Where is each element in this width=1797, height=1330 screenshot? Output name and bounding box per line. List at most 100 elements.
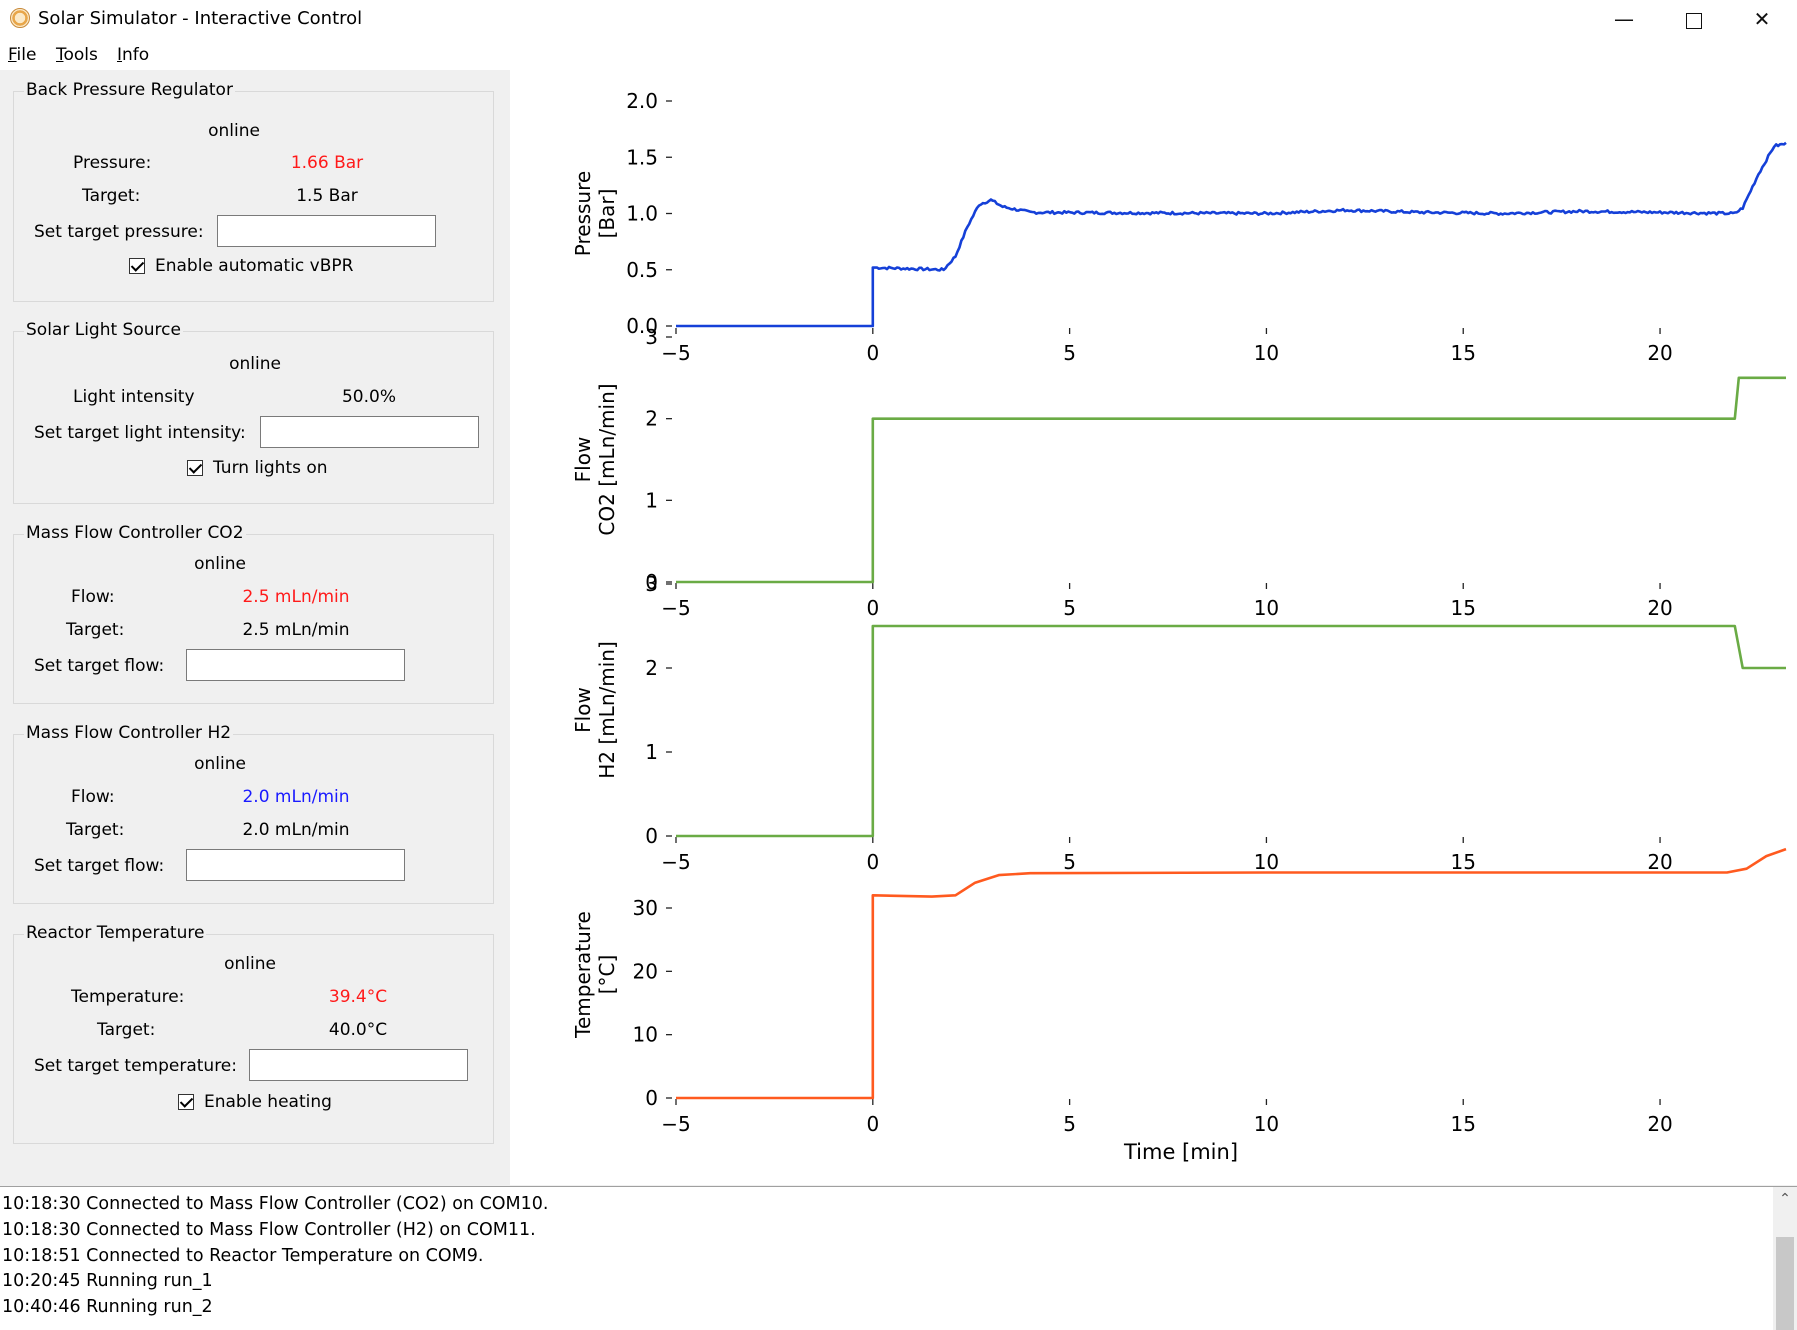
series-line	[676, 624, 1786, 838]
group-title: Mass Flow Controller H2	[24, 723, 234, 743]
x-tick-label: 15	[1451, 1112, 1476, 1136]
y-axis-label: Temperature[°C]	[571, 911, 619, 1039]
bpr-target-value: 1.5 Bar	[296, 186, 358, 206]
x-tick-label: −5	[661, 341, 690, 365]
co2-target-flow-input[interactable]	[186, 649, 405, 681]
y-axis-label-line: [Bar]	[595, 189, 619, 239]
chevron-up-icon[interactable]: ⌃	[1779, 1191, 1791, 1207]
co2-target-value: 2.5 mLn/min	[242, 620, 350, 640]
series-line	[676, 376, 1786, 584]
y-tick-label: 1.0	[626, 202, 658, 226]
group-mfc-co2: Mass Flow Controller CO2 online Flow: 2.…	[13, 523, 494, 704]
control-panel: Back Pressure Regulator online Pressure:…	[0, 70, 510, 1185]
series-line	[676, 847, 1787, 1100]
h2-target-label: Target:	[66, 820, 125, 840]
target-light-intensity-input[interactable]	[260, 416, 479, 448]
group-title: Mass Flow Controller CO2	[24, 523, 246, 543]
menu-info-key: I	[117, 45, 123, 65]
co2-status: online	[194, 554, 246, 574]
heating-checkbox[interactable]	[178, 1094, 194, 1110]
temp-target-label: Target:	[97, 1020, 156, 1040]
bpr-pressure-value: 1.66 Bar	[290, 153, 364, 173]
y-tick-label: 0	[645, 824, 658, 848]
h2-target-value: 2.0 mLn/min	[242, 820, 350, 840]
heating-checkbox-label: Enable heating	[204, 1092, 332, 1112]
plots-canvas: 0.00.51.01.52.0−5 0 5 10 15 20Pressure[Bar]01…	[571, 89, 1787, 1164]
menu-tools[interactable]: Tools	[56, 45, 98, 65]
x-tick-label: 10	[1254, 341, 1279, 365]
x-tick-label: 10	[1254, 596, 1279, 620]
log-line: 10:18:30 Connected to Mass Flow Controll…	[2, 1220, 536, 1240]
x-tick-label: −5	[661, 850, 690, 874]
group-title: Solar Light Source	[24, 320, 183, 340]
log-line: 10:20:45 Running run_1	[2, 1271, 213, 1291]
y-axis-label: FlowCO2 [mLn/min]	[571, 383, 619, 535]
y-axis-label-line: H2 [mLn/min]	[595, 641, 619, 778]
light-status: online	[229, 354, 281, 374]
menu-tools-key: T	[56, 45, 64, 65]
group-mfc-h2: Mass Flow Controller H2 online Flow: 2.0…	[13, 723, 494, 904]
x-tick-label: 10	[1254, 1112, 1279, 1136]
bpr-pressure-label: Pressure:	[73, 153, 152, 173]
bpr-target-label: Target:	[82, 186, 141, 206]
group-title: Back Pressure Regulator	[24, 80, 235, 100]
group-reactor-temperature: Reactor Temperature online Temperature: …	[13, 923, 494, 1144]
target-temperature-input[interactable]	[249, 1049, 468, 1081]
x-tick-label: 5	[1063, 341, 1076, 365]
minimize-icon: —	[1614, 7, 1634, 31]
temp-set-target-label: Set target temperature:	[34, 1056, 237, 1076]
co2-flow-value: 2.5 mLn/min	[242, 587, 350, 607]
y-tick-label: 0	[645, 570, 658, 594]
x-tick-label: 20	[1647, 1112, 1672, 1136]
menu-file[interactable]: File	[8, 45, 36, 65]
y-tick-label: 2.0	[626, 89, 658, 113]
co2-target-label: Target:	[66, 620, 125, 640]
temp-value: 39.4°C	[328, 987, 388, 1007]
group-title: Reactor Temperature	[24, 923, 207, 943]
menu-tools-rest: ools	[63, 45, 98, 65]
log-panel[interactable]: 10:18:30 Connected to Mass Flow Controll…	[0, 1186, 1797, 1330]
y-axis-label-line: Flow	[571, 687, 595, 733]
x-tick-label: 0	[866, 596, 879, 620]
x-tick-label: 20	[1647, 850, 1672, 874]
lights-on-checkbox[interactable]	[187, 460, 203, 476]
y-tick-label: 0.5	[626, 258, 658, 282]
minimize-button[interactable]: —	[1589, 0, 1659, 38]
h2-target-flow-input[interactable]	[186, 849, 405, 881]
x-tick-label: 0	[866, 1112, 879, 1136]
y-tick-label: 30	[633, 896, 658, 920]
menu-bar: File Tools Info	[0, 38, 1797, 70]
plot-area: 0.0 0.5 1.0 1.5 2.0 −5 0 5 10 15 20 Pressure[Bar] 0 1…	[510, 70, 1797, 1185]
h2-status: online	[194, 754, 246, 774]
log-scrollbar[interactable]: ⌃	[1773, 1187, 1797, 1330]
menu-info-rest: nfo	[122, 45, 150, 65]
log-line: 10:18:30 Connected to Mass Flow Controll…	[2, 1194, 549, 1214]
target-pressure-input[interactable]	[217, 215, 436, 247]
maximize-button[interactable]	[1659, 0, 1729, 38]
co2-flow-label: Flow:	[71, 587, 115, 607]
y-axis-label-line: Temperature	[571, 911, 595, 1039]
y-axis-label-line: CO2 [mLn/min]	[595, 383, 619, 535]
log-line: 10:18:51 Connected to Reactor Temperatur…	[2, 1246, 484, 1266]
y-axis-label: Pressure[Bar]	[571, 171, 619, 256]
series-line	[676, 141, 1787, 328]
light-set-target-label: Set target light intensity:	[34, 423, 246, 443]
menu-info[interactable]: Info	[117, 45, 149, 65]
h2-flow-value: 2.0 mLn/min	[242, 787, 350, 807]
h2-set-target-label: Set target flow:	[34, 856, 165, 876]
x-tick-label: −5	[661, 1112, 690, 1136]
y-tick-label: 1.5	[626, 145, 658, 169]
x-tick-label: 0	[866, 341, 879, 365]
bpr-status: online	[208, 121, 260, 141]
y-axis-label-line: Pressure	[571, 171, 595, 256]
y-tick-label: 0	[645, 1086, 658, 1110]
title-bar: Solar Simulator - Interactive Control — …	[0, 0, 1797, 38]
menu-file-rest: ile	[16, 45, 37, 65]
scrollbar-thumb[interactable]	[1776, 1237, 1794, 1330]
lights-on-checkbox-label: Turn lights on	[213, 458, 328, 478]
h2-flow-label: Flow:	[71, 787, 115, 807]
maximize-icon	[1686, 12, 1702, 29]
close-button[interactable]: ✕	[1727, 0, 1797, 38]
vbpr-checkbox[interactable]	[129, 258, 145, 274]
group-back-pressure-regulator: Back Pressure Regulator online Pressure:…	[13, 80, 494, 302]
